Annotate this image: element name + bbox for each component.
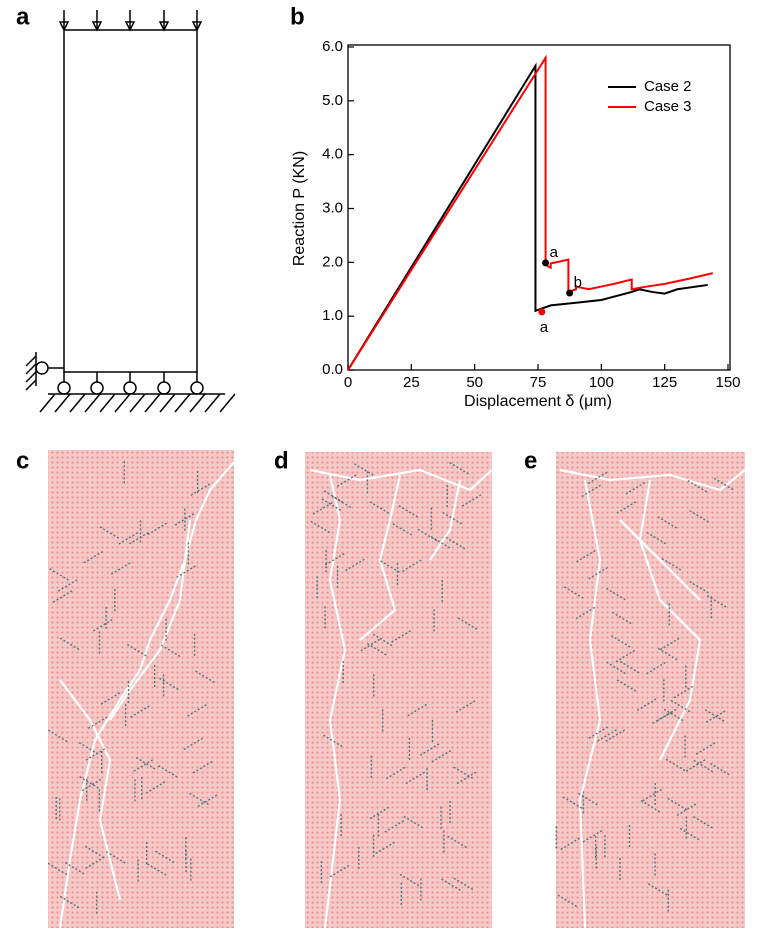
- annotation-label: b: [574, 274, 582, 291]
- x-tick-label: 100: [589, 374, 614, 391]
- x-tick-label: 50: [466, 374, 483, 391]
- panel-label: d: [274, 447, 289, 474]
- y-tick-label: 5.0: [322, 92, 343, 109]
- legend-label: Case 3: [644, 98, 692, 115]
- y-tick-label: 4.0: [322, 146, 343, 163]
- simulation-d: [305, 452, 493, 929]
- y-tick-label: 2.0: [322, 253, 343, 270]
- series-line: [347, 62, 708, 371]
- y-axis-label: Reaction P (KN): [291, 151, 308, 266]
- panel-label: e: [524, 447, 537, 474]
- annotation-point: [566, 289, 574, 297]
- y-tick-label: 6.0: [322, 38, 343, 55]
- panel-label: b: [290, 3, 305, 30]
- plot-frame: [347, 44, 731, 371]
- annotation-label: a: [540, 319, 549, 336]
- structure-diagram: [25, 10, 236, 413]
- x-tick-label: 25: [403, 374, 420, 391]
- x-tick-label: 150: [715, 374, 740, 391]
- simulation-e: [556, 452, 746, 929]
- annotation-label: a: [550, 244, 559, 261]
- y-tick-label: 3.0: [322, 199, 343, 216]
- legend-label: Case 2: [644, 78, 692, 95]
- x-axis-label: Displacement δ (μm): [464, 393, 612, 410]
- x-tick-label: 125: [652, 374, 677, 391]
- y-tick-label: 0.0: [322, 361, 343, 378]
- panel-label: c: [16, 447, 29, 474]
- series-line: [347, 54, 714, 371]
- x-tick-label: 0: [344, 374, 352, 391]
- annotation-point: [538, 308, 546, 316]
- y-tick-label: 1.0: [322, 307, 343, 324]
- annotation-point: [542, 259, 550, 267]
- panel-label: a: [16, 3, 30, 30]
- x-tick-label: 75: [530, 374, 547, 391]
